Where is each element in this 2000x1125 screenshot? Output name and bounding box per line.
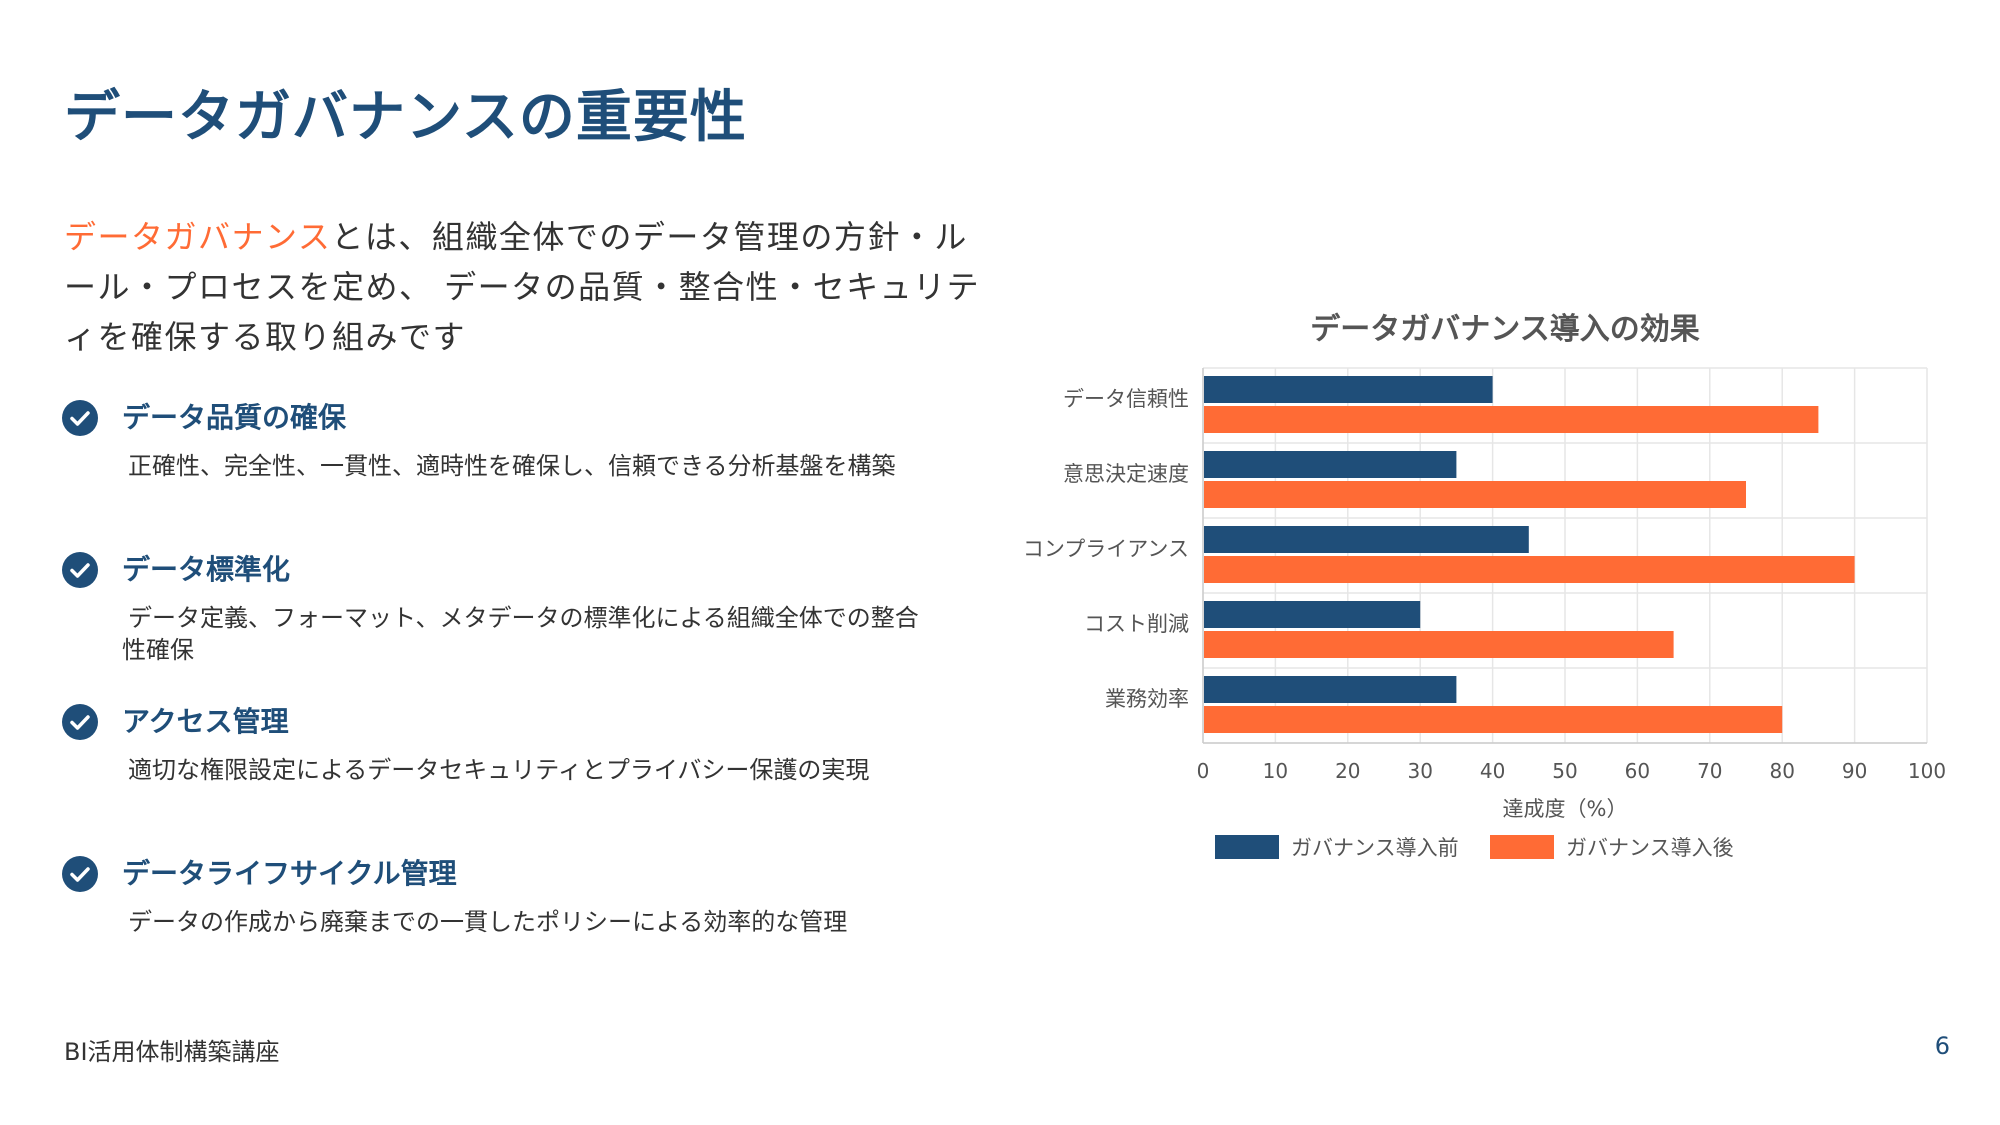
y-tick-label: コンプライアンス — [1023, 537, 1189, 561]
legend-label: ガバナンス導入前 — [1291, 836, 1459, 860]
x-tick-label: 20 — [1335, 759, 1360, 783]
bar-before — [1204, 526, 1529, 553]
check-circle-icon — [62, 552, 98, 588]
feature-desc: 正確性、完全性、一貫性、適時性を確保し、信頼できる分析基盤を構築 — [128, 452, 896, 480]
legend-label: ガバナンス導入後 — [1566, 836, 1734, 860]
effect-bar-chart: データガバナンス導入の効果データ信頼性意思決定速度コンプライアンスコスト削減業務… — [1023, 312, 1946, 860]
bar-before — [1204, 676, 1457, 703]
check-circle-icon — [62, 856, 98, 892]
x-tick-label: 80 — [1769, 759, 1794, 783]
bar-after — [1204, 481, 1746, 508]
x-tick-label: 70 — [1697, 759, 1722, 783]
bar-after — [1204, 406, 1819, 433]
feature-item: データライフサイクル管理 データの作成から廃棄までの一貫したポリシーによる効率的… — [62, 852, 922, 1004]
page-number: 6 — [1934, 1032, 1950, 1060]
feature-item: データ品質の確保 正確性、完全性、一貫性、適時性を確保し、信頼できる分析基盤を構… — [62, 396, 922, 548]
intro-paragraph: データガバナンスとは、組織全体でのデータ管理の方針・ルール・プロセスを定め、 デ… — [64, 212, 984, 362]
feature-title: アクセス管理 — [122, 705, 289, 738]
feature-title: データ品質の確保 — [122, 401, 347, 434]
feature-title: データライフサイクル管理 — [122, 857, 457, 890]
bar-before — [1204, 601, 1421, 628]
feature-title: データ標準化 — [122, 553, 291, 586]
y-tick-label: コスト削減 — [1084, 612, 1189, 636]
x-tick-label: 60 — [1625, 759, 1650, 783]
y-tick-label: データ信頼性 — [1063, 387, 1189, 411]
feature-desc: データの作成から廃棄までの一貫したポリシーによる効率的な管理 — [128, 908, 848, 936]
course-name: BI活用体制構築講座 — [64, 1038, 280, 1066]
x-axis-label: 達成度（%） — [1503, 797, 1628, 821]
bar-after — [1204, 556, 1855, 583]
feature-list: データ品質の確保 正確性、完全性、一貫性、適時性を確保し、信頼できる分析基盤を構… — [62, 396, 922, 1004]
x-tick-label: 90 — [1842, 759, 1867, 783]
feature-desc: 適切な権限設定によるデータセキュリティとプライバシー保護の実現 — [128, 756, 870, 784]
x-tick-label: 30 — [1407, 759, 1432, 783]
feature-item: データ標準化 データ定義、フォーマット、メタデータの標準化による組織全体での整合… — [62, 548, 922, 700]
y-tick-label: 業務効率 — [1105, 687, 1189, 711]
check-circle-icon — [62, 400, 98, 436]
check-circle-icon — [62, 704, 98, 740]
bar-after — [1204, 631, 1674, 658]
x-tick-label: 100 — [1908, 759, 1946, 783]
legend-swatch — [1490, 835, 1554, 859]
intro-highlight: データガバナンス — [64, 218, 332, 256]
page-title: データガバナンスの重要性 — [64, 85, 747, 150]
x-tick-label: 10 — [1263, 759, 1288, 783]
chart-title: データガバナンス導入の効果 — [1310, 312, 1699, 347]
intro-text: とは、組織全体でのデータ管理の方針・ルール・プロセスを定め、 データの品質・整合… — [64, 218, 981, 356]
bar-before — [1204, 451, 1457, 478]
x-tick-label: 40 — [1480, 759, 1505, 783]
x-tick-label: 0 — [1197, 759, 1210, 783]
y-tick-label: 意思決定速度 — [1063, 462, 1189, 486]
bar-before — [1204, 376, 1493, 403]
feature-desc: データ定義、フォーマット、メタデータの標準化による組織全体での整合性確保 — [122, 604, 919, 664]
legend-swatch — [1215, 835, 1279, 859]
bar-after — [1204, 706, 1783, 733]
feature-item: アクセス管理 適切な権限設定によるデータセキュリティとプライバシー保護の実現 — [62, 700, 922, 852]
x-tick-label: 50 — [1552, 759, 1577, 783]
